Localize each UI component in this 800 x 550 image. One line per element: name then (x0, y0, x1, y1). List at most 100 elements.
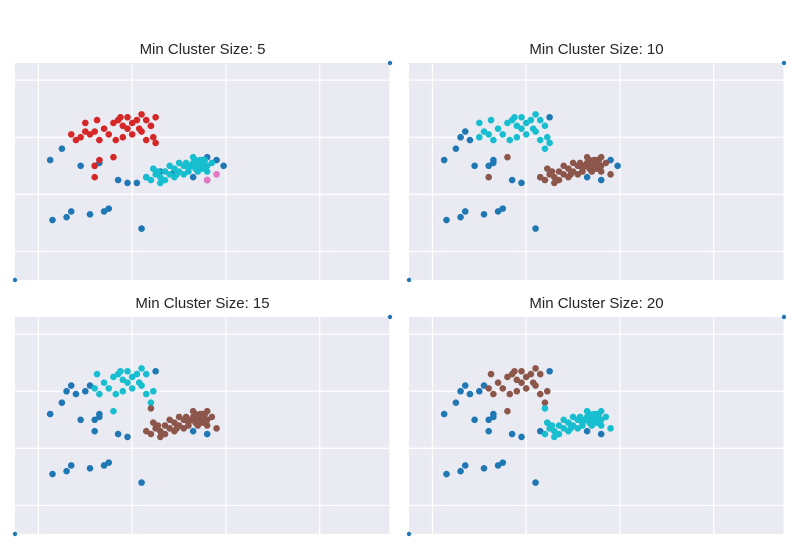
data-point (541, 145, 549, 152)
subplot-title: Min Cluster Size: 5 (140, 41, 266, 58)
data-point (112, 136, 120, 144)
data-point (543, 387, 551, 395)
data-point (203, 176, 211, 184)
data-point (91, 173, 98, 181)
data-point (490, 136, 497, 144)
data-point (72, 390, 80, 398)
corner-point (406, 277, 412, 283)
data-point (543, 419, 551, 426)
data-point (555, 430, 563, 438)
data-point (518, 433, 525, 441)
series-1 (46, 367, 211, 486)
data-point (93, 116, 101, 124)
data-point (147, 405, 155, 412)
series-3 (142, 153, 216, 187)
data-point (461, 382, 469, 389)
data-point (189, 173, 197, 181)
data-point (574, 425, 582, 432)
data-point (149, 387, 157, 395)
data-point (546, 367, 553, 375)
data-point (58, 145, 66, 152)
data-point (588, 168, 596, 175)
data-point (499, 385, 507, 392)
data-point (461, 208, 469, 215)
data-point (567, 171, 575, 178)
data-point (461, 128, 469, 135)
data-point (504, 153, 511, 161)
data-point (614, 162, 621, 170)
data-point (105, 385, 113, 392)
data-point (529, 125, 537, 132)
data-point (487, 116, 495, 124)
data-point (135, 379, 143, 386)
data-point (203, 430, 211, 438)
data-point (508, 430, 516, 438)
data-point (110, 407, 117, 415)
data-point (203, 422, 211, 429)
data-point (203, 168, 211, 175)
data-point (117, 367, 124, 375)
data-point (490, 390, 497, 398)
data-point (112, 390, 120, 398)
data-point (96, 390, 103, 398)
corner-point (387, 60, 393, 66)
data-point (541, 430, 549, 438)
corner-point (12, 277, 18, 283)
data-point (77, 162, 84, 170)
data-point (597, 422, 605, 429)
data-point (192, 156, 199, 164)
data-point (518, 367, 525, 375)
data-point (543, 133, 551, 141)
data-point (452, 399, 460, 406)
data-point (541, 122, 549, 130)
data-point (527, 116, 535, 124)
data-point (91, 427, 98, 435)
data-point (142, 136, 150, 144)
data-point (452, 145, 460, 152)
data-point (100, 379, 108, 386)
data-point (119, 133, 127, 141)
data-point (192, 410, 199, 418)
data-point (511, 367, 518, 375)
data-point (490, 410, 497, 418)
data-point (602, 159, 610, 167)
data-point (128, 385, 136, 392)
data-point (466, 390, 474, 398)
corner-point (387, 314, 393, 320)
data-point (576, 413, 584, 421)
data-point (457, 387, 464, 395)
data-point (541, 399, 549, 406)
data-point (476, 133, 483, 141)
subplot-1: Min Cluster Size: 5 (12, 41, 393, 283)
data-point (138, 111, 145, 118)
data-point (135, 125, 143, 132)
data-point (117, 113, 124, 121)
data-point (499, 205, 507, 212)
data-point (443, 216, 450, 224)
data-point (194, 422, 202, 429)
data-point (124, 433, 131, 441)
data-point (124, 367, 131, 375)
data-point (597, 430, 605, 438)
data-point (105, 131, 113, 138)
data-point (583, 173, 591, 181)
data-point (142, 390, 150, 398)
data-point (173, 425, 181, 432)
data-point (476, 119, 483, 127)
data-point (506, 136, 514, 144)
data-point (513, 133, 521, 141)
data-point (532, 225, 539, 232)
data-point (546, 139, 553, 147)
data-point (522, 385, 530, 392)
data-point (82, 119, 89, 127)
subplot-title: Min Cluster Size: 10 (529, 41, 663, 58)
data-point (180, 425, 188, 432)
subplot-2: Min Cluster Size: 10 (406, 41, 787, 283)
data-point (602, 413, 610, 421)
data-point (114, 176, 122, 184)
data-point (583, 427, 591, 435)
data-point (67, 208, 75, 215)
data-point (96, 410, 103, 418)
subplot-4: Min Cluster Size: 20 (406, 295, 787, 537)
data-point (586, 156, 593, 164)
